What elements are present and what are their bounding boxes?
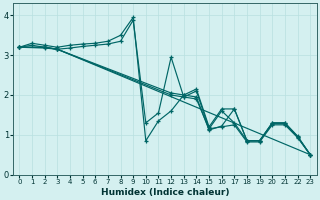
X-axis label: Humidex (Indice chaleur): Humidex (Indice chaleur)	[100, 188, 229, 197]
